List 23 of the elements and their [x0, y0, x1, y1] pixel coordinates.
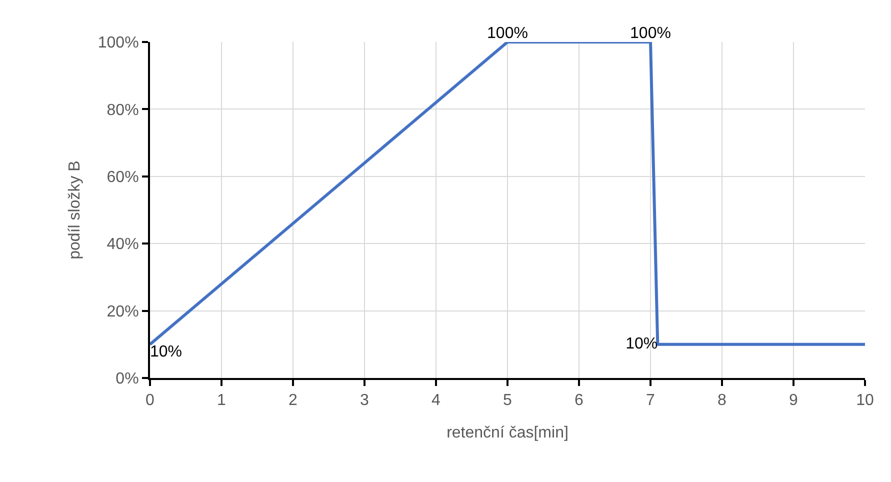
y-axis-title: podíl složky B	[66, 160, 84, 260]
x-tick-label: 8	[718, 392, 727, 410]
x-tick-label: 10	[856, 392, 874, 410]
data-label: 100%	[630, 25, 671, 42]
x-tick-label: 5	[503, 392, 512, 410]
y-tick-label: 80%	[106, 102, 139, 119]
data-label: 100%	[487, 25, 528, 42]
y-tick-label: 40%	[106, 236, 139, 254]
x-tick-label: 9	[789, 392, 798, 410]
data-label: 10%	[626, 335, 658, 352]
y-tick-label: 60%	[106, 169, 139, 186]
x-tick-label: 0	[146, 392, 155, 410]
y-tick-label: 0%	[116, 370, 139, 388]
x-tick-label: 4	[432, 392, 441, 410]
x-tick-label: 3	[360, 392, 370, 410]
data-label: 10%	[150, 343, 182, 360]
x-tick-label: 2	[288, 392, 298, 410]
x-tick-label: 1	[217, 392, 226, 410]
x-tick-label: 6	[574, 392, 584, 410]
y-tick-label: 20%	[106, 303, 139, 320]
x-tick-label: 7	[646, 392, 656, 410]
y-tick-label: 100%	[98, 34, 139, 52]
x-axis-title: retenční čas[min]	[446, 424, 568, 442]
